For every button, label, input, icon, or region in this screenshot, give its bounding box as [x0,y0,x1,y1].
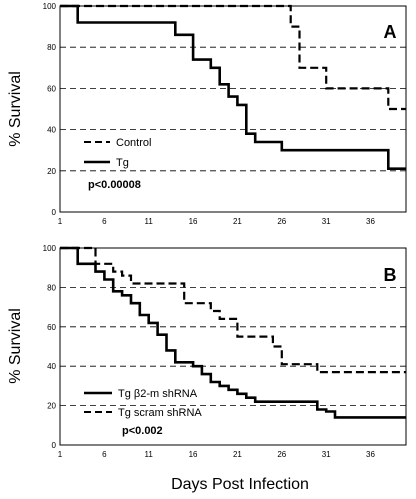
y-tick-label: 100 [43,2,57,11]
x-tick-label: 11 [145,450,154,459]
y-tick-label: 0 [52,208,57,217]
y-tick-label: 60 [47,84,56,93]
y-axis-label: % Survival [7,71,24,147]
legend-label-tg-scram: Tg scram shRNA [118,407,202,419]
series-layer [60,4,406,170]
p-value-annotation: p<0.00008 [88,179,141,191]
legend-label-tg: Tg [116,157,129,169]
x-tick-label: 31 [322,450,331,459]
legend-label-tg-b2m: Tg β2-m shRNA [118,388,198,400]
p-value-annotation: p<0.002 [122,425,163,437]
y-tick-label: 20 [47,402,56,411]
x-tick-label: 36 [366,217,375,226]
series-line-a-0 [60,4,406,111]
x-tick-label: 1 [58,217,63,226]
y-tick-label: 40 [47,126,56,135]
y-tick-label: 20 [47,167,56,176]
y-tick-labels: 0 20 40 60 80 100 [43,244,57,450]
x-tick-label: 16 [189,450,198,459]
x-tick-label: 6 [102,217,107,226]
y-tick-labels: 0 20 40 60 80 100 [43,2,57,217]
y-axis-label: % Survival [7,308,24,384]
legend: Control Tg [84,137,151,169]
x-tick-labels: 1 6 11 16 21 26 31 36 [58,217,376,226]
y-tick-label: 80 [47,283,56,292]
plot-frame [59,247,407,446]
x-axis-label: Days Post Infection [171,476,309,493]
y-tick-label: 100 [43,244,57,253]
x-tick-label: 21 [233,450,242,459]
y-tick-label: 80 [47,43,56,52]
x-tick-label: 11 [145,217,154,226]
panel-label-b: B [384,265,397,285]
series-line-b-0 [60,246,406,419]
x-tick-label: 21 [233,217,242,226]
x-tick-label: 16 [189,217,198,226]
x-tick-label: 6 [102,450,107,459]
legend: Tg β2-m shRNA Tg scram shRNA [84,388,202,419]
grid-lines [60,46,406,172]
y-tick-label: 60 [47,323,56,332]
x-tick-label: 26 [277,217,286,226]
x-tick-label: 1 [58,450,63,459]
x-tick-label: 36 [366,450,375,459]
grid-lines [60,286,406,407]
x-tick-label: 31 [322,217,331,226]
series-layer [60,246,406,419]
y-tick-label: 40 [47,362,56,371]
series-line-b-1 [60,246,406,374]
legend-label-control: Control [116,137,151,149]
y-tick-label: 0 [52,441,57,450]
panel-label-a: A [384,22,397,42]
series-line-a-1 [60,4,406,170]
x-tick-label: 26 [277,450,286,459]
x-tick-labels: 1 6 11 16 21 26 31 36 [58,450,376,459]
